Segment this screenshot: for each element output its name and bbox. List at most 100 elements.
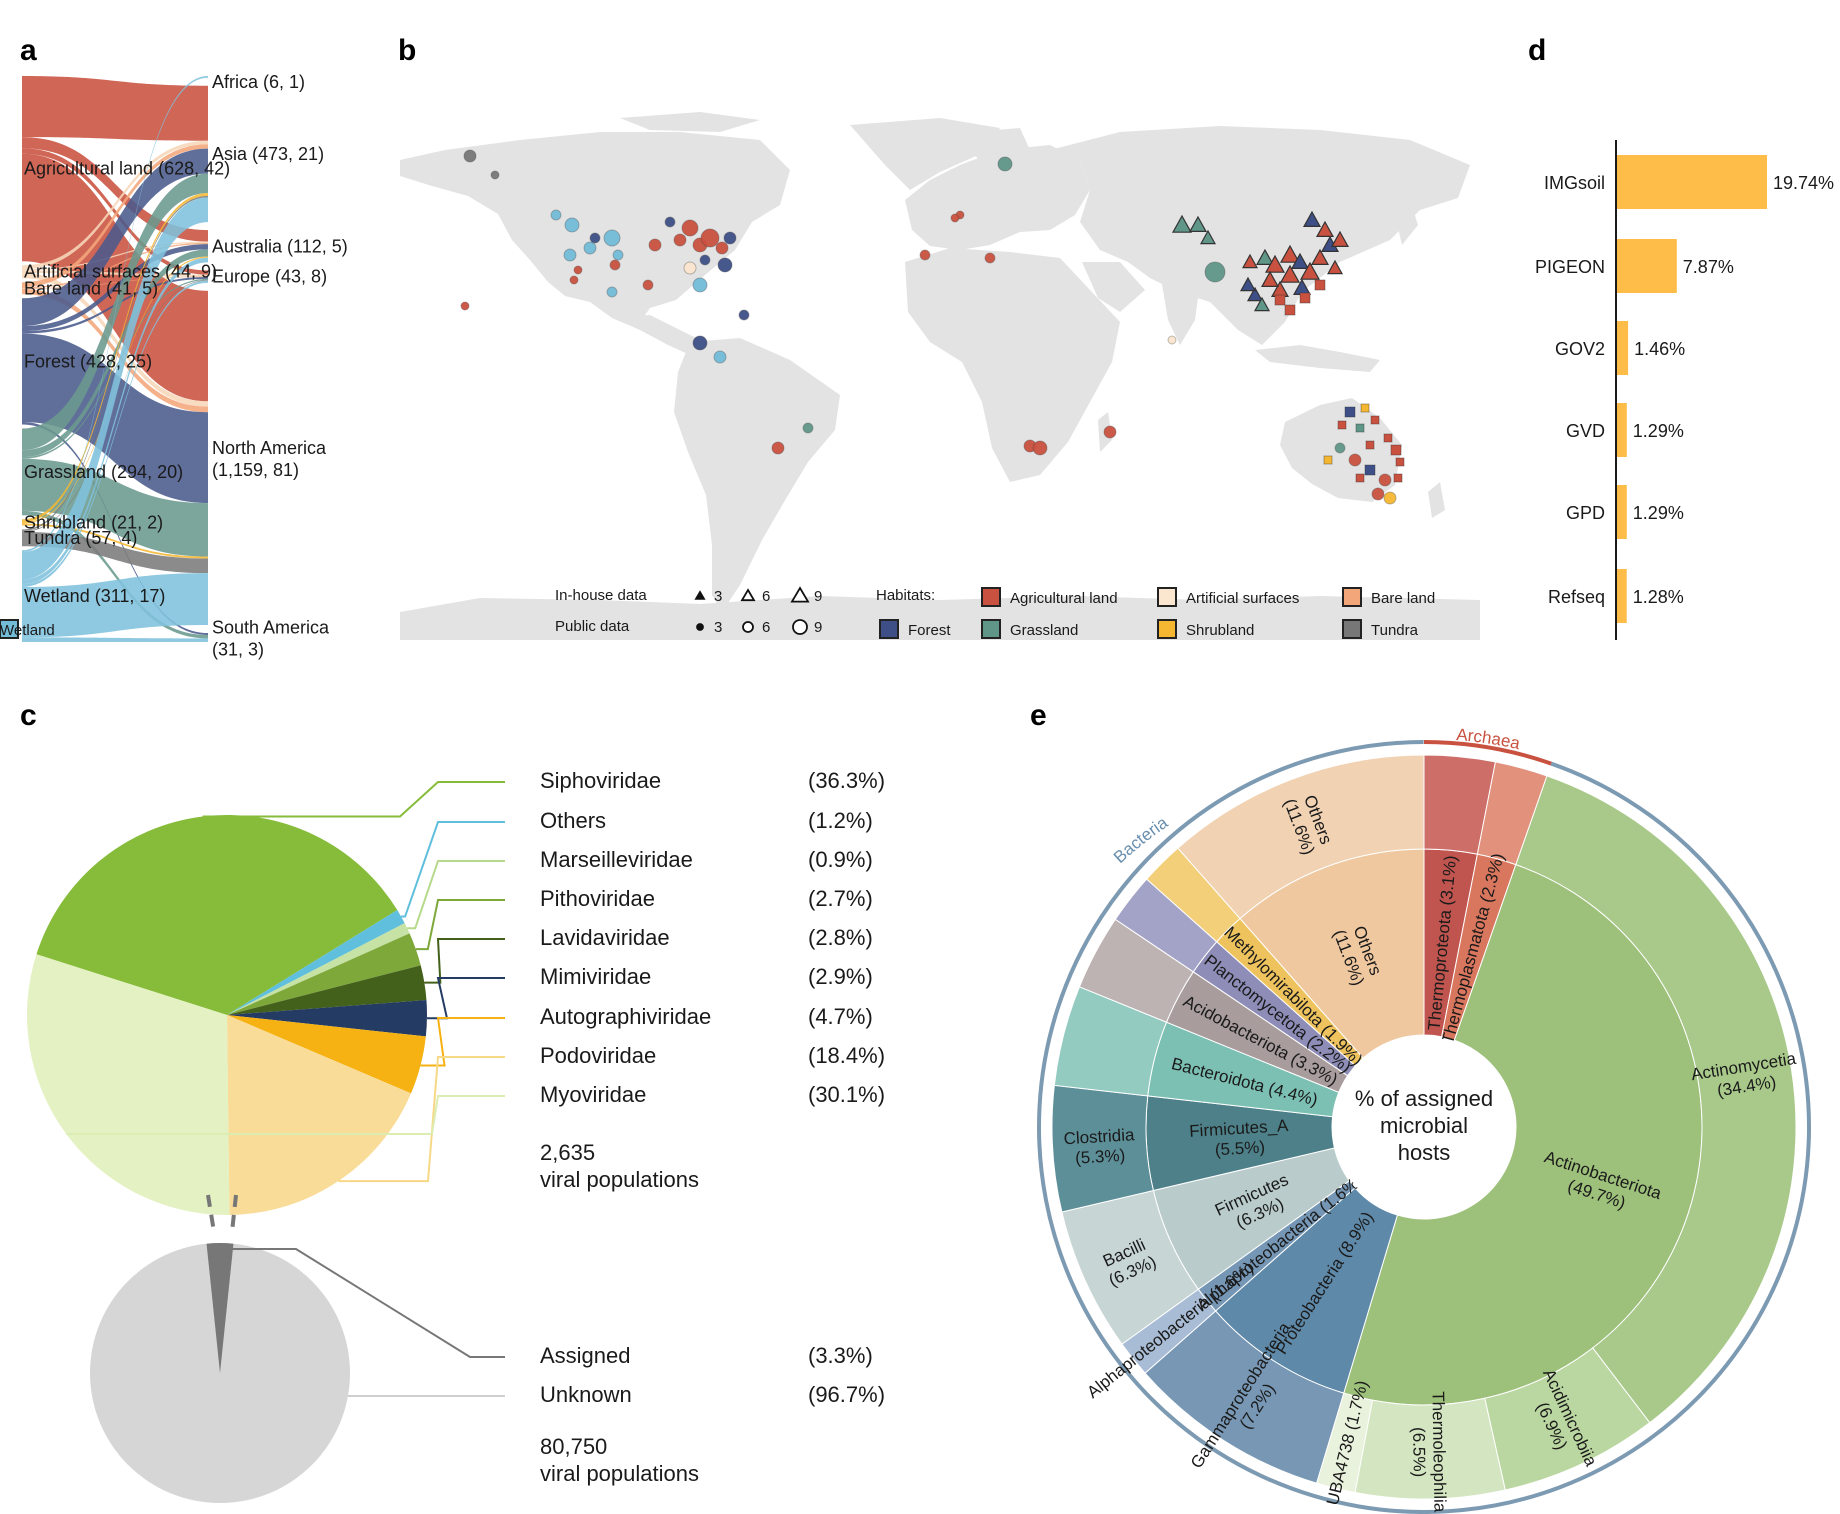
map-point	[550, 209, 562, 221]
map-point	[950, 213, 960, 223]
pie-slice	[227, 1015, 426, 1094]
sankey-target-label: Australia (112, 5)	[212, 236, 348, 256]
sankey-ribbons	[22, 76, 208, 642]
map-point	[771, 441, 785, 455]
map-point	[692, 335, 708, 351]
bars: IMGsoil 19.74% PIGEON 7.87% GOV2 1.46% GVD 1.29…	[1535, 155, 1834, 623]
sunburst-class-label: Thermoleophilia(6.5%)	[1408, 1391, 1449, 1513]
map-point	[1365, 440, 1375, 450]
map-point	[802, 422, 814, 434]
panel-a-letter: a	[20, 34, 37, 67]
pie-leader-line	[415, 899, 505, 951]
bar-category-label: PIGEON	[1535, 257, 1605, 277]
sankey-flow	[22, 144, 208, 288]
pie-slice	[227, 1015, 412, 1215]
sankey-flow	[22, 153, 208, 402]
scandinavia	[975, 128, 1030, 175]
map-point	[1241, 253, 1259, 269]
sankey-flow	[22, 249, 208, 458]
sankey-flow	[22, 148, 208, 275]
map-point	[723, 231, 737, 245]
center-label-line-1: % of assigned	[1355, 1086, 1493, 1111]
landmasses	[400, 112, 1480, 640]
map-point	[1239, 276, 1257, 292]
pie-slice	[26, 954, 230, 1215]
map-point	[1246, 286, 1264, 302]
map-point	[700, 228, 720, 248]
map-point	[589, 232, 601, 244]
bar	[1617, 403, 1627, 457]
sankey-flow	[22, 523, 208, 559]
south-america-landmass	[674, 338, 840, 612]
sankey-chart: Agricultural land (628, 42) Artificial su…	[22, 72, 348, 660]
legend-habitats-label: Habitats:	[876, 587, 935, 604]
pie-legend-pct: (18.4%)	[808, 1043, 885, 1068]
map-point	[1199, 229, 1217, 245]
map-point	[664, 216, 676, 228]
panel-d-letter: d	[1528, 34, 1546, 67]
map-point	[648, 238, 662, 252]
map-point	[1371, 487, 1385, 501]
bottom-pie	[90, 1243, 350, 1503]
sankey-flow	[22, 137, 208, 242]
pie-legend-label: Pithoviridae	[540, 886, 655, 911]
bar	[1617, 569, 1627, 623]
legend-habitat-swatch	[1157, 587, 1177, 607]
legend-habitat-label: Artificial surfaces	[1186, 590, 1299, 607]
pie-legend-pct: (2.9%)	[808, 964, 873, 989]
asia-landmass	[1050, 126, 1470, 345]
bar-category-label: IMGsoil	[1544, 173, 1605, 193]
pie-legend-pct: (2.7%)	[808, 886, 873, 911]
british-isles	[935, 190, 955, 220]
bar-value-label: 1.46%	[1634, 339, 1685, 359]
map-point	[1204, 261, 1226, 283]
legend-public-size-icon	[792, 619, 808, 635]
map-point	[1032, 440, 1048, 456]
sankey-flow	[22, 241, 208, 271]
map-point	[1314, 279, 1326, 291]
legend-habitat-swatch	[879, 619, 899, 639]
sankey-flow	[22, 510, 208, 639]
pie-slice	[227, 933, 421, 1015]
legend-public-size: 9	[814, 619, 822, 636]
map-point	[715, 241, 729, 255]
pie-legend-pct: (30.1%)	[808, 1082, 885, 1107]
map-point	[1337, 420, 1347, 430]
pie-legend-label: Autographiviridae	[540, 1004, 711, 1029]
india	[1160, 272, 1200, 345]
legend-public-size: 6	[762, 619, 770, 636]
center-label-line-3: hosts	[1398, 1140, 1451, 1165]
legend-habitat-swatch	[1157, 619, 1177, 639]
map-point	[1323, 455, 1333, 465]
top-pie	[26, 814, 428, 1215]
sankey-flow	[22, 573, 208, 638]
bar	[1617, 155, 1767, 209]
map-points	[460, 149, 1405, 505]
legend-habitat-label: Grassland	[1010, 622, 1078, 639]
pie-total-label: viral populations	[540, 1167, 699, 1192]
sankey-flow	[22, 280, 208, 587]
arctic-islands	[620, 112, 760, 132]
sankey-target-label: (1,159, 81)	[212, 460, 299, 480]
legend-inhouse-size: 3	[714, 588, 722, 605]
bottom-pie-legend: Assigned (3.3%) Unknown (96.7%) 80,750viral …	[230, 1248, 885, 1486]
map-point	[1330, 230, 1350, 247]
legend-public-size-icon	[696, 623, 704, 631]
sankey-flow	[22, 458, 208, 557]
map-point	[490, 170, 500, 180]
pie-charts: Siphoviridae (36.3%) Others (1.2%) Marseille…	[26, 768, 885, 1503]
sankey-flow	[22, 242, 208, 289]
pie-leader-line	[202, 781, 505, 818]
zoom-connector-right	[230, 1194, 238, 1233]
pie-legend-pct: (3.3%)	[808, 1343, 873, 1368]
pie-legend-label: Siphoviridae	[540, 768, 661, 793]
pie-legend-pct: (0.9%)	[808, 847, 873, 872]
map-point	[1393, 473, 1403, 483]
antarctica-landmass	[400, 596, 1480, 640]
legend-inhouse-size-icon	[740, 588, 756, 602]
bar-category-label: GOV2	[1555, 339, 1605, 359]
sankey-target-label: South America	[212, 618, 330, 638]
pie-leader-line	[401, 821, 505, 918]
legend-inhouse-label: In-house data	[555, 587, 647, 604]
